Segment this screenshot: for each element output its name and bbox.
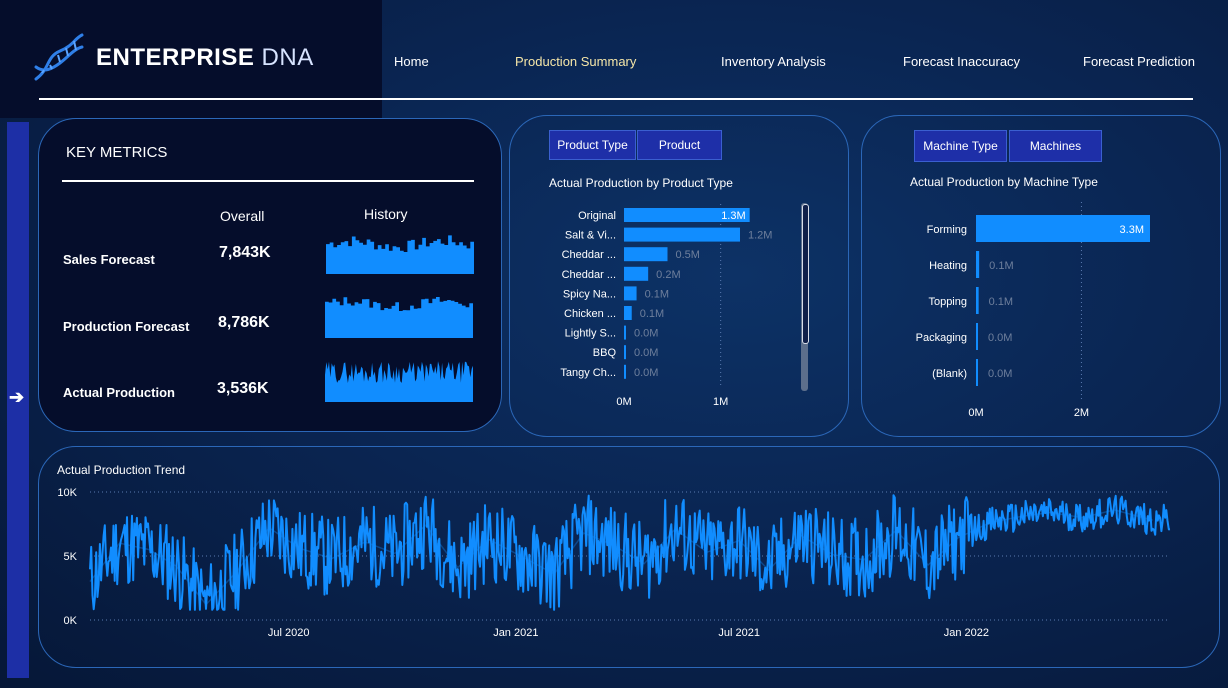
category-label: Packaging [916,332,967,344]
arrow-right-icon[interactable]: ➔ [9,387,25,407]
machine-bar [976,323,978,350]
category-label: Salt & Vi... [565,230,616,242]
machine-bar [976,215,1150,242]
machine-chart-title: Actual Production by Machine Type [910,175,1098,189]
category-label: Heating [929,260,967,272]
machine-type-panel [861,115,1221,437]
header-divider [39,98,1193,100]
product-bar [624,286,637,301]
dna-helix-icon [34,33,84,81]
metric-value-actual-production: 3,536K [217,380,269,397]
product-chart-title: Actual Production by Product Type [549,176,733,190]
category-label: Tangy Ch... [560,367,616,379]
metric-label-sales-forecast: Sales Forecast [63,252,155,267]
data-label: 1.2M [748,230,772,242]
data-label: 1.3M [721,210,745,222]
category-label: Lightly S... [565,328,616,340]
x-tick-label: 2M [1074,407,1089,419]
production-trend-panel [38,446,1220,668]
metric-value-sales-forecast: 7,843K [219,244,271,261]
history-column-header: History [364,206,408,222]
product-bar [624,364,626,379]
category-label: Topping [928,296,967,308]
data-label: 0.0M [988,332,1012,344]
data-label: 0.0M [634,328,658,340]
product-type-bar-chart: Original 1.3M Salt & Vi... 1.2M Cheddar ... 0… [560,204,772,408]
production-trend-line-chart: 10K 5K 0K Jul 2020 Jan 2021 Jul 2021 Jan 2022 [57,487,1171,639]
sparkline-sales-forecast [326,235,474,274]
category-label: Chicken ... [564,308,616,320]
product-type-panel [509,115,849,437]
x-tick-label: 1M [713,396,728,408]
nav-inventory-analysis[interactable]: Inventory Analysis [721,54,826,69]
metric-value-production-forecast: 8,786K [218,314,270,331]
category-label: Original [578,210,616,222]
sparkline-production-forecast [325,297,473,338]
product-bar [624,227,740,242]
category-label: (Blank) [932,368,967,380]
metric-label-production-forecast: Production Forecast [63,319,190,334]
product-bar [624,266,649,281]
data-label: 0.2M [656,269,680,281]
slicer-machine-type[interactable]: Machine Type [914,130,1007,162]
slicer-machines[interactable]: Machines [1009,130,1102,162]
product-bar [624,247,668,262]
machine-bar [976,251,980,278]
x-tick-label: Jul 2020 [268,627,310,639]
trend-series-line [89,494,1171,611]
x-tick-label: 0M [616,396,631,408]
data-label: 0.1M [989,296,1013,308]
product-bar [624,306,632,320]
y-tick-label: 5K [64,551,78,563]
metric-label-actual-production: Actual Production [63,385,175,400]
data-label: 0.0M [988,368,1012,380]
category-label: Cheddar ... [562,269,616,281]
data-label: 3.3M [1120,224,1144,236]
x-tick-label: Jul 2021 [718,627,760,639]
data-label: 0.1M [645,288,669,300]
x-tick-label: Jan 2022 [944,627,989,639]
product-bar [624,208,750,222]
data-label: 0.0M [634,367,658,379]
nav-home[interactable]: Home [394,54,429,69]
product-bar [624,345,626,360]
nav-forecast-inaccuracy[interactable]: Forecast Inaccuracy [903,54,1021,69]
machine-type-bar-chart: Forming 3.3M Heating 0.1M Topping 0.1M Packagi… [916,202,1150,419]
category-label: Spicy Na... [563,288,616,300]
category-label: Cheddar ... [562,249,616,261]
sparkline-actual-production [325,361,473,402]
category-label: BBQ [593,347,617,359]
machine-bar [976,287,979,314]
x-tick-label: 0M [968,407,983,419]
overall-column-header: Overall [220,208,265,224]
brand-name: ENTERPRISE DNA [96,44,314,71]
y-tick-label: 0K [64,615,78,627]
data-label: 0.1M [640,308,664,320]
machine-bar [976,359,978,386]
product-chart-scroll-thumb[interactable] [802,204,809,344]
key-metrics-title: KEY METRICS [66,144,168,161]
trend-chart-title: Actual Production Trend [57,463,186,477]
side-panel-toggle[interactable]: ➔ [7,122,29,678]
x-tick-label: Jan 2021 [493,627,538,639]
data-label: 0.5M [676,249,700,261]
data-label: 0.1M [989,260,1013,272]
slicer-product[interactable]: Product [637,130,722,160]
data-label: 0.0M [634,347,658,359]
key-metrics-divider [62,180,474,182]
slicer-product-type[interactable]: Product Type [549,130,636,160]
category-label: Forming [927,224,967,236]
nav-production-summary[interactable]: Production Summary [515,54,637,69]
y-tick-label: 10K [57,487,77,499]
nav-forecast-prediction[interactable]: Forecast Prediction [1083,54,1195,69]
product-bar [624,325,626,340]
brand-logo: ENTERPRISE DNA [30,28,330,88]
key-metrics-panel [38,118,502,432]
